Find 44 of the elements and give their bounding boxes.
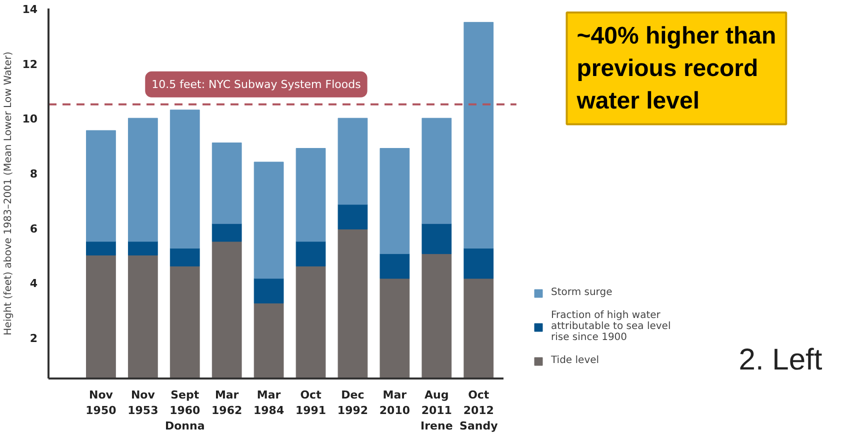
bar	[338, 204, 368, 230]
x-tick-label: Mar 1984	[254, 388, 284, 418]
y-tick-label: 10	[22, 112, 38, 126]
y-axis-title: Height (feet) above 1983–2001 (Mean Lower Low Water)	[3, 52, 14, 336]
x-tick-label: Nov 1953	[128, 388, 158, 418]
text: ~40% higher than previous record water level	[576, 22, 776, 114]
bar	[86, 241, 116, 256]
y-tick-label: 14	[22, 3, 38, 16]
y-tick-label: 8	[30, 167, 38, 180]
bar	[212, 142, 242, 224]
x-tick-label: Oct 1991	[295, 388, 326, 418]
x-tick-label: Dec 1992	[337, 388, 368, 418]
bar	[464, 22, 494, 249]
legend-label: Storm surge	[551, 287, 612, 298]
bar	[464, 248, 494, 279]
bar	[128, 118, 158, 242]
bar	[338, 118, 368, 205]
x-tick-label: Sept 1960 Donna	[164, 388, 205, 433]
x-tick-label: Nov 1950	[86, 388, 117, 418]
y-tick-label: 6	[30, 222, 38, 236]
bar	[296, 241, 326, 266]
bar	[380, 254, 410, 279]
bar	[254, 278, 284, 304]
x-tick-label: Mar 1962	[212, 388, 242, 418]
x-tick-label: Mar 2010	[379, 388, 410, 418]
bar	[422, 223, 452, 254]
bar	[254, 162, 284, 279]
bar	[128, 241, 158, 256]
legend-label: Fraction of high water attributable to sea level rise since 1900	[551, 310, 671, 343]
bar	[296, 148, 326, 242]
bar	[170, 248, 200, 266]
x-tick-label: Aug 2011 Irene	[420, 388, 453, 433]
y-tick-label: 4	[30, 277, 38, 290]
text: 2. Left	[738, 344, 823, 376]
y-tick-label: 2	[30, 332, 38, 345]
bar	[86, 130, 116, 242]
ref-line-label: 10.5 feet: NYC Subway System Floods	[152, 78, 362, 91]
x-tick-label: Oct 2012 Sandy	[460, 388, 498, 433]
bar	[170, 110, 200, 249]
bar	[380, 148, 410, 254]
legend-label: Tide level	[551, 355, 600, 366]
bar	[212, 223, 242, 242]
y-tick-label: 12	[22, 58, 38, 71]
bar	[422, 118, 452, 224]
